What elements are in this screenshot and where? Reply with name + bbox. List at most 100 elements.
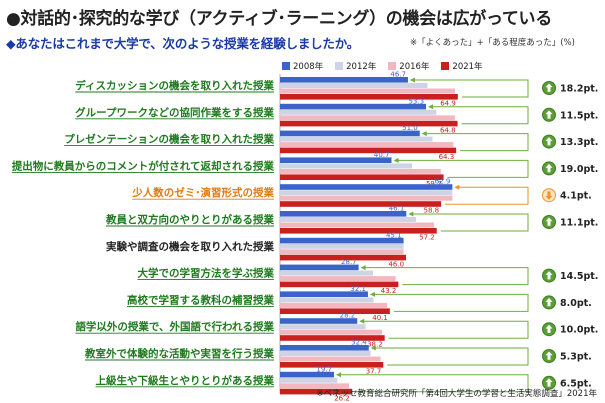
value-label-2021-9: 38.2 [367, 341, 383, 349]
legend-swatch-2021 [441, 62, 450, 70]
change-label-10: 5.3pt. [560, 352, 592, 363]
legend-item-2012: 2012年 [335, 60, 376, 72]
bar-2016-2 [280, 142, 454, 148]
bar-2021-11 [280, 388, 352, 395]
value-label-2021-1: 64.8 [440, 126, 456, 134]
unit-note: ※「よくあった」+「ある程度あった」(%) [410, 38, 575, 48]
legend-label-2016: 2016年 [399, 62, 430, 72]
change-arrowhead-0 [409, 77, 415, 83]
change-connector-3 [397, 159, 529, 178]
bar-2021-3 [280, 174, 444, 180]
bar-2021-6 [280, 254, 407, 261]
bar-2012-10 [280, 351, 371, 356]
change-connector-8 [373, 293, 529, 312]
change-connector-10 [374, 347, 529, 366]
change-connector-1 [432, 106, 529, 125]
change-connector-2 [425, 133, 529, 152]
value-label-2021-3: 59.7 [426, 180, 442, 188]
value-label-2021-5: 57.2 [419, 234, 435, 242]
change-arrowhead-9 [359, 318, 365, 324]
source-note: ※ベネッセ教育総合研究所「第4回大学生の学習と生活実態調査」2021年 [316, 389, 597, 399]
value-label-2008-11: 19.7 [316, 365, 332, 373]
change-connector-4 [445, 186, 529, 205]
bar-2008-0 [280, 77, 408, 83]
arrow-up-icon-10 [545, 351, 553, 360]
change-arrowhead-3 [393, 157, 399, 163]
bar-2008-11 [280, 371, 334, 378]
bar-2012-8 [280, 297, 374, 303]
bar-2012-1 [280, 109, 437, 115]
bar-2021-5 [280, 228, 437, 234]
bar-2016-4 [280, 195, 453, 201]
bar-2008-5 [280, 211, 407, 217]
bar-2016-7 [280, 276, 396, 282]
bar-2008-3 [280, 157, 392, 163]
legend-swatch-2008 [282, 62, 290, 70]
change-arrowhead-11 [335, 372, 341, 378]
bar-2016-0 [280, 88, 456, 94]
change-arrowhead-1 [428, 104, 434, 110]
value-label-2008-1: 53.3 [408, 97, 424, 105]
bar-2008-1 [280, 103, 427, 110]
bar-2021-9 [280, 335, 385, 341]
value-label-2021-8: 40.1 [372, 314, 388, 322]
legend-label-2021: 2021年 [452, 62, 483, 72]
bar-2016-3 [280, 168, 441, 174]
bar-2016-5 [280, 222, 434, 228]
bar-2016-1 [280, 115, 455, 121]
bar-2008-10 [280, 345, 369, 351]
category-label-6: 実験や調査の機会を取り入れた授業 [106, 240, 274, 253]
category-label-5: 教員と双方向のやりとりがある授業 [105, 213, 274, 226]
value-label-2021-7: 43.2 [381, 287, 397, 295]
bar-2008-4 [280, 184, 453, 190]
category-label-4: 少人数のゼミ･演習形式の授業 [131, 186, 274, 199]
change-label-4: 4.1pt. [560, 191, 592, 202]
bar-2021-10 [280, 362, 384, 368]
category-label-10: 教室外で体験的な活動や実習を行う授業 [84, 347, 274, 360]
arrow-up-icon-3 [545, 163, 553, 173]
arrow-up-icon-9 [545, 324, 553, 333]
change-connector-9 [363, 320, 529, 339]
bar-2012-0 [280, 83, 428, 88]
value-label-2021-11: 26.2 [334, 394, 350, 402]
change-connector-7 [364, 267, 529, 286]
legend-label-2012: 2012年 [346, 62, 377, 72]
legend-item-2016: 2016年 [388, 60, 429, 72]
value-label-2021-0: 64.9 [440, 100, 456, 108]
legend-swatch-2012 [335, 62, 344, 70]
category-label-2: プレゼンテーションの機会を取り入れた授業 [64, 133, 274, 146]
category-label-11: 上級生や下級生とやりとりがある授業 [96, 374, 275, 387]
bar-2012-11 [280, 377, 338, 383]
bar-2021-0 [280, 94, 458, 100]
legend-item-2008: 2008年 [282, 60, 323, 72]
bar-2016-11 [280, 383, 350, 389]
category-label-9: 語学以外の授業で、外国語で行われる授業 [75, 320, 274, 333]
value-label-2008-8: 32.1 [350, 285, 366, 293]
category-label-8: 高校で学習する教科の補習授業 [127, 293, 274, 306]
value-label-2021-2: 64.3 [439, 153, 455, 161]
change-label-11: 6.5pt. [560, 378, 592, 389]
value-label-2021-4: 58.8 [424, 207, 440, 215]
category-label-1: グループワークなどの協同作業をする授業 [75, 106, 274, 119]
value-label-2008-0: 46.7 [390, 71, 406, 79]
change-label-9: 10.0pt. [560, 325, 598, 336]
arrow-up-icon-0 [545, 83, 553, 92]
change-arrowhead-5 [408, 211, 414, 217]
change-connector-5 [412, 213, 529, 232]
change-label-7: 14.5pt. [560, 271, 598, 282]
bar-2012-6 [280, 243, 404, 249]
bar-2012-3 [280, 163, 413, 169]
arrow-up-icon-2 [545, 137, 553, 146]
value-label-2008-6: 45.1 [386, 231, 402, 239]
change-arrowhead-4 [454, 184, 460, 190]
category-label-3: 提出物に教員からのコメントが付されて返却される授業 [12, 159, 275, 172]
bar-2021-7 [280, 281, 399, 288]
value-label-2008-5: 46.1 [389, 205, 405, 213]
change-label-3: 19.0pt. [560, 164, 598, 175]
bar-2008-7 [280, 264, 359, 271]
arrow-up-icon-1 [545, 110, 553, 119]
bar-2016-9 [280, 329, 382, 335]
arrow-up-icon-8 [545, 297, 553, 307]
chart-legend: 2008年 2012年 2016年 2021年 [282, 60, 483, 72]
bar-2008-9 [280, 318, 358, 324]
